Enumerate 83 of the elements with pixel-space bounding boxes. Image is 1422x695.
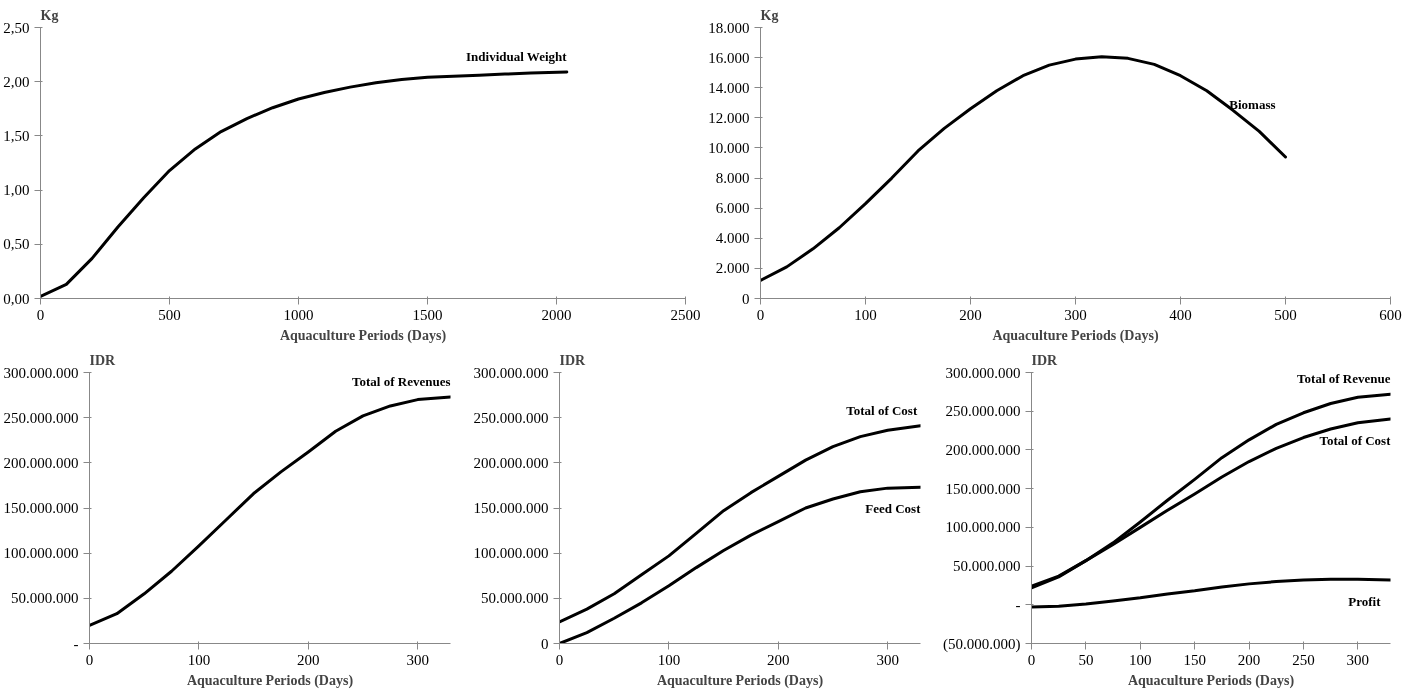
y-tick-label: 4.000 [715, 230, 750, 247]
y-axis-title: IDR [559, 352, 587, 368]
y-tick-label: 0 [742, 290, 750, 307]
series-label: Biomass [1229, 96, 1276, 112]
x-tick-label: 200 [959, 306, 982, 323]
y-tick-label: 10.000 [708, 139, 750, 156]
y-tick-label: 12.000 [708, 109, 750, 126]
y-tick-label: 8.000 [715, 170, 750, 187]
y-tick-label: 1,00 [3, 182, 30, 199]
y-tick-label: 0,00 [3, 290, 30, 307]
x-tick-label: 300 [1346, 651, 1370, 668]
y-tick-label: 200.000.000 [473, 454, 549, 471]
y-tick-label: 100.000.000 [473, 545, 549, 562]
y-tick-label: 100.000.000 [945, 519, 1021, 536]
x-tick-label: 1500 [412, 306, 443, 323]
y-axis-title: IDR [89, 352, 117, 368]
y-tick-label: 1,50 [3, 127, 30, 144]
x-axis-title: Aquaculture Periods (Days) [279, 327, 447, 344]
y-tick-label: 150.000.000 [3, 500, 79, 516]
x-tick-label: 250 [1292, 651, 1315, 668]
y-tick-label: 50.000.000 [953, 558, 1021, 575]
x-tick-label: 0 [555, 651, 564, 668]
x-tick-label: 100 [187, 651, 211, 668]
y-tick-label: 200.000.000 [945, 441, 1021, 458]
y-axis-title: Kg [760, 7, 779, 23]
y-tick-label: 300.000.000 [473, 364, 549, 381]
y-tick-label: 18.000 [708, 19, 750, 36]
x-tick-label: 400 [1169, 306, 1192, 323]
x-tick-label: 0 [85, 651, 94, 668]
y-tick-label: 2.000 [715, 260, 750, 277]
y-tick-label: 6.000 [715, 200, 750, 217]
x-tick-label: 2000 [541, 306, 572, 323]
y-tick-label: (50.000.000) [943, 635, 1021, 653]
series-label: Profit [1348, 594, 1382, 610]
y-tick-label: 300.000.000 [945, 364, 1021, 381]
y-axis-title: IDR [1031, 352, 1059, 368]
x-tick-label: 200 [297, 651, 320, 668]
x-axis-title: Aquaculture Periods (Days) [656, 672, 824, 689]
x-tick-label: 2500 [670, 306, 701, 323]
y-axis-title: Kg [40, 7, 59, 23]
x-tick-label: 600 [1379, 306, 1402, 323]
y-tick-label: 250.000.000 [945, 403, 1021, 420]
x-tick-label: 100 [657, 651, 681, 668]
x-tick-label: 200 [767, 651, 790, 668]
y-tick-label: 14.000 [708, 79, 750, 96]
x-tick-label: 100 [854, 306, 877, 323]
x-tick-label: 0 [756, 306, 765, 323]
y-tick-label: - [73, 635, 79, 652]
x-axis-title: Aquaculture Periods (Days) [992, 327, 1159, 344]
x-tick-label: 100 [1129, 651, 1152, 668]
series-label: Total of Revenues [352, 373, 451, 389]
series-label: Feed Cost [865, 501, 922, 517]
series-label: Total of Cost [846, 402, 918, 418]
y-tick-label: 200.000.000 [3, 454, 79, 471]
series-label: Individual Weight [466, 48, 568, 64]
y-tick-label: 2,50 [3, 19, 30, 36]
y-tick-label: 150.000.000 [945, 480, 1021, 497]
y-tick-label: 250.000.000 [473, 409, 549, 426]
x-tick-label: 200 [1237, 651, 1261, 668]
x-tick-label: 0 [1027, 651, 1036, 668]
y-tick-label: 100.000.000 [3, 545, 79, 562]
x-tick-label: 500 [158, 306, 181, 323]
y-tick-label: 0,50 [3, 236, 30, 253]
y-tick-label: 50.000.000 [481, 590, 549, 607]
x-axis-title: Aquaculture Periods (Days) [1127, 672, 1295, 689]
y-tick-label: 150.000.000 [473, 500, 549, 516]
y-tick-label: 300.000.000 [3, 364, 79, 381]
x-tick-label: 150 [1183, 651, 1206, 668]
x-tick-label: 300 [1064, 306, 1087, 323]
series-label: Total of Revenue [1297, 371, 1391, 387]
x-tick-label: 1000 [283, 306, 314, 323]
x-tick-label: 300 [406, 651, 429, 668]
y-tick-label: 50.000.000 [11, 590, 79, 607]
y-tick-label: - [1015, 596, 1021, 613]
series-label: Total of Cost [1319, 432, 1392, 448]
y-tick-label: 2,00 [3, 73, 30, 90]
x-tick-label: 50 [1078, 651, 1094, 668]
y-tick-label: 16.000 [708, 49, 750, 66]
x-tick-label: 300 [876, 651, 899, 668]
x-axis-title: Aquaculture Periods (Days) [186, 672, 354, 689]
y-tick-label: 0 [541, 635, 549, 652]
x-tick-label: 500 [1274, 306, 1297, 323]
y-tick-label: 250.000.000 [3, 409, 79, 426]
